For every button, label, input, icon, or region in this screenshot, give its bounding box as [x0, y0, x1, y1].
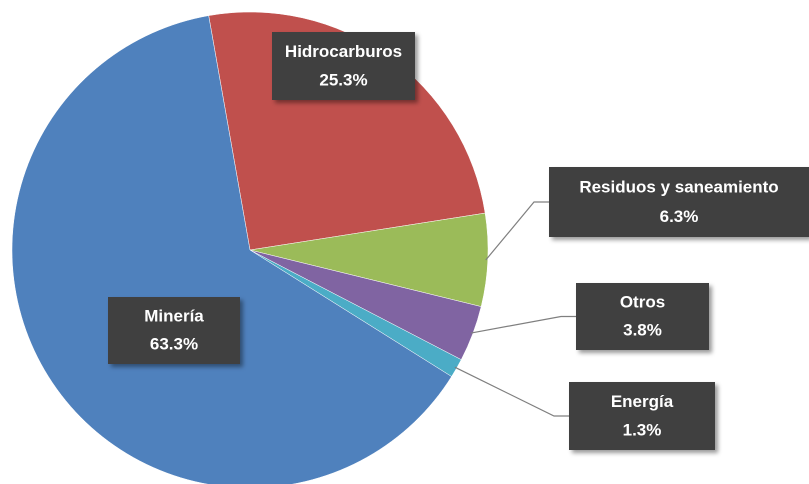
label-box — [549, 167, 809, 237]
category-label: Energía — [611, 392, 674, 411]
value-label: 6.3% — [660, 207, 699, 226]
value-label: 63.3% — [150, 335, 198, 354]
category-label: Hidrocarburos — [285, 42, 402, 61]
category-label: Minería — [144, 307, 204, 326]
label-box — [576, 283, 709, 350]
label-box — [569, 382, 715, 450]
leader-line — [470, 315, 576, 334]
category-label: Residuos y saneamiento — [579, 177, 778, 196]
pie-slice — [11, 15, 452, 484]
leader-line — [485, 201, 549, 261]
value-label: 1.3% — [623, 420, 662, 439]
value-label: 3.8% — [623, 321, 662, 340]
category-label: Otros — [620, 293, 665, 312]
label-box — [272, 32, 415, 100]
leader-line — [454, 366, 569, 417]
label-box — [108, 297, 240, 364]
value-label: 25.3% — [319, 70, 367, 89]
